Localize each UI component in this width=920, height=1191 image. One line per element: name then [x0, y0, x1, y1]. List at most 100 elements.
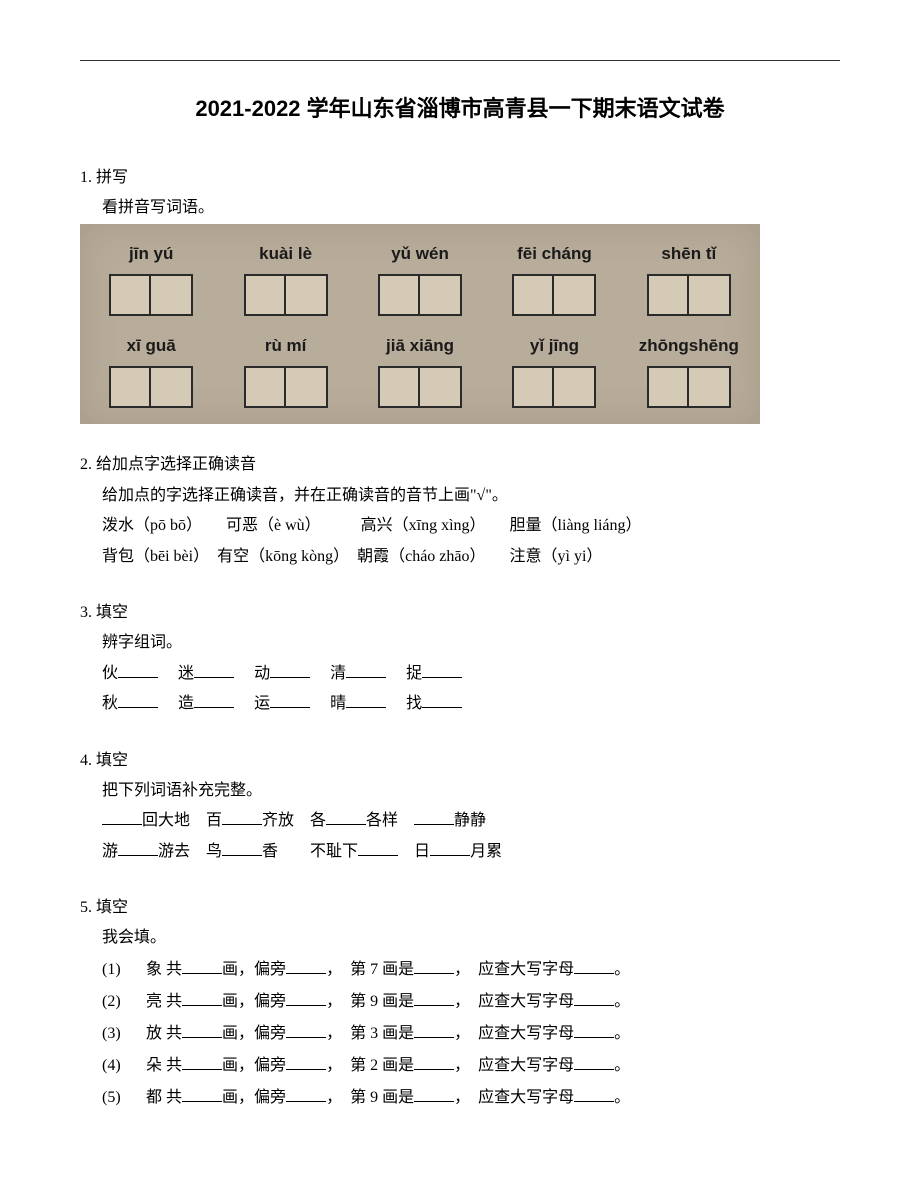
- q4-text: 游: [102, 843, 118, 860]
- blank: [358, 839, 398, 856]
- pinyin-label: jiā xiāng: [386, 330, 454, 362]
- pinyin-cell: zhōngshēng: [636, 330, 742, 408]
- q5-stroke: 3: [370, 1025, 378, 1042]
- blank: [182, 989, 222, 1006]
- blank: [270, 661, 310, 678]
- blank: [182, 1085, 222, 1102]
- q5-char: 象: [146, 961, 162, 978]
- pinyin-cell: kuài lè: [232, 238, 338, 316]
- q3-line2: 秋 造 运 晴 找: [80, 689, 840, 719]
- exam-page: 2021-2022 学年山东省淄博市高青县一下期末语文试卷 1. 拼写 看拼音写…: [0, 0, 920, 1191]
- blank: [414, 1021, 454, 1038]
- q3-num: 3.: [80, 604, 92, 621]
- blank: [414, 808, 454, 825]
- pinyin-cell: jīn yú: [98, 238, 204, 316]
- q3-char: 迷: [178, 665, 194, 682]
- blank: [182, 1053, 222, 1070]
- q2-line2: 背包（bēi bèi） 有空（kōng kòng） 朝霞（cháo zhāo） …: [80, 542, 840, 572]
- char-box: [420, 366, 462, 408]
- pinyin-label: yǐ jīng: [530, 330, 579, 362]
- pinyin-label: jīn yú: [129, 238, 173, 270]
- blank: [574, 957, 614, 974]
- sub-num: (1): [102, 954, 130, 986]
- q4-text: 各样: [366, 812, 414, 829]
- q3-char: 造: [178, 695, 194, 712]
- q5-tpl: ， 应查大写字母: [454, 993, 574, 1010]
- blank: [182, 1021, 222, 1038]
- q5-tpl: 共: [162, 961, 182, 978]
- q5-tpl: 画，偏旁: [222, 1089, 286, 1106]
- q5-char: 都: [146, 1089, 162, 1106]
- q5-tpl: 。: [614, 1025, 630, 1042]
- q4-text: 回大地 百: [142, 812, 222, 829]
- pinyin-cell: yǐ jīng: [501, 330, 607, 408]
- char-box: [151, 274, 193, 316]
- char-boxes: [512, 274, 596, 316]
- blank: [414, 1053, 454, 1070]
- q5-tpl: ， 第: [326, 1057, 370, 1074]
- blank: [118, 691, 158, 708]
- question-5: 5. 填空 我会填。 (1) 象 共画，偏旁， 第 7 画是， 应查大写字母。 …: [80, 893, 840, 1114]
- q5-num: 5.: [80, 899, 92, 916]
- q5-tpl: ， 应查大写字母: [454, 1089, 574, 1106]
- char-box: [151, 366, 193, 408]
- sub-num: (5): [102, 1082, 130, 1114]
- q5-tpl: 画是: [378, 961, 414, 978]
- q5-tpl: ， 应查大写字母: [454, 1025, 574, 1042]
- q5-item-2: (2) 亮 共画，偏旁， 第 9 画是， 应查大写字母。: [102, 986, 840, 1018]
- char-box: [554, 274, 596, 316]
- q4-text: 齐放 各: [262, 812, 326, 829]
- q5-stroke: 9: [370, 993, 378, 1010]
- q5-tpl: 共: [162, 1089, 182, 1106]
- q5-tpl: 画，偏旁: [222, 1025, 286, 1042]
- q5-desc: 我会填。: [80, 923, 840, 953]
- q5-tpl: ， 第: [326, 961, 370, 978]
- blank: [414, 957, 454, 974]
- char-box: [512, 274, 554, 316]
- char-boxes: [378, 274, 462, 316]
- q5-stroke: 9: [370, 1089, 378, 1106]
- q5-tpl: 共: [162, 993, 182, 1010]
- q5-tpl: 。: [614, 961, 630, 978]
- q4-text: 日: [398, 843, 430, 860]
- pinyin-cell: jiā xiāng: [367, 330, 473, 408]
- q5-item-4: (4) 朵 共画，偏旁， 第 2 画是， 应查大写字母。: [102, 1050, 840, 1082]
- char-box: [420, 274, 462, 316]
- char-boxes: [512, 366, 596, 408]
- q5-tpl: 。: [614, 993, 630, 1010]
- sub-num: (3): [102, 1018, 130, 1050]
- pinyin-row-2: xī guā rù mí jiā xiāng yǐ jīng zhōngshēn…: [98, 330, 742, 408]
- blank: [574, 1085, 614, 1102]
- q5-tpl: 。: [614, 1089, 630, 1106]
- blank: [574, 1053, 614, 1070]
- q4-text: 静静: [454, 812, 486, 829]
- blank: [182, 957, 222, 974]
- char-box: [378, 366, 420, 408]
- q5-tpl: 画是: [378, 993, 414, 1010]
- q5-tpl: 共: [162, 1025, 182, 1042]
- question-2: 2. 给加点字选择正确读音 给加点的字选择正确读音，并在正确读音的音节上画"√"…: [80, 450, 840, 572]
- question-4: 4. 填空 把下列词语补充完整。 回大地 百齐放 各各样 静静 游游去 鸟香 不…: [80, 746, 840, 868]
- q4-text: 月累: [470, 843, 502, 860]
- q3-char: 动: [254, 665, 270, 682]
- top-divider: [80, 60, 840, 61]
- blank: [270, 691, 310, 708]
- char-box: [378, 274, 420, 316]
- char-boxes: [647, 274, 731, 316]
- q2-desc: 给加点的字选择正确读音，并在正确读音的音节上画"√"。: [80, 481, 840, 511]
- blank: [118, 839, 158, 856]
- q5-item-1: (1) 象 共画，偏旁， 第 7 画是， 应查大写字母。: [102, 954, 840, 986]
- pinyin-label: zhōngshēng: [639, 330, 739, 362]
- pinyin-label: shēn tǐ: [661, 238, 716, 270]
- q5-tpl: 。: [614, 1057, 630, 1074]
- char-box: [286, 366, 328, 408]
- q5-tpl: ， 第: [326, 993, 370, 1010]
- pinyin-row-1: jīn yú kuài lè yǔ wén fēi cháng shēn tǐ: [98, 238, 742, 316]
- q1-num: 1.: [80, 169, 92, 186]
- q4-text: 香 不耻下: [262, 843, 358, 860]
- char-box: [647, 366, 689, 408]
- q5-tpl: ， 应查大写字母: [454, 961, 574, 978]
- blank: [346, 691, 386, 708]
- blank: [414, 1085, 454, 1102]
- char-box: [689, 366, 731, 408]
